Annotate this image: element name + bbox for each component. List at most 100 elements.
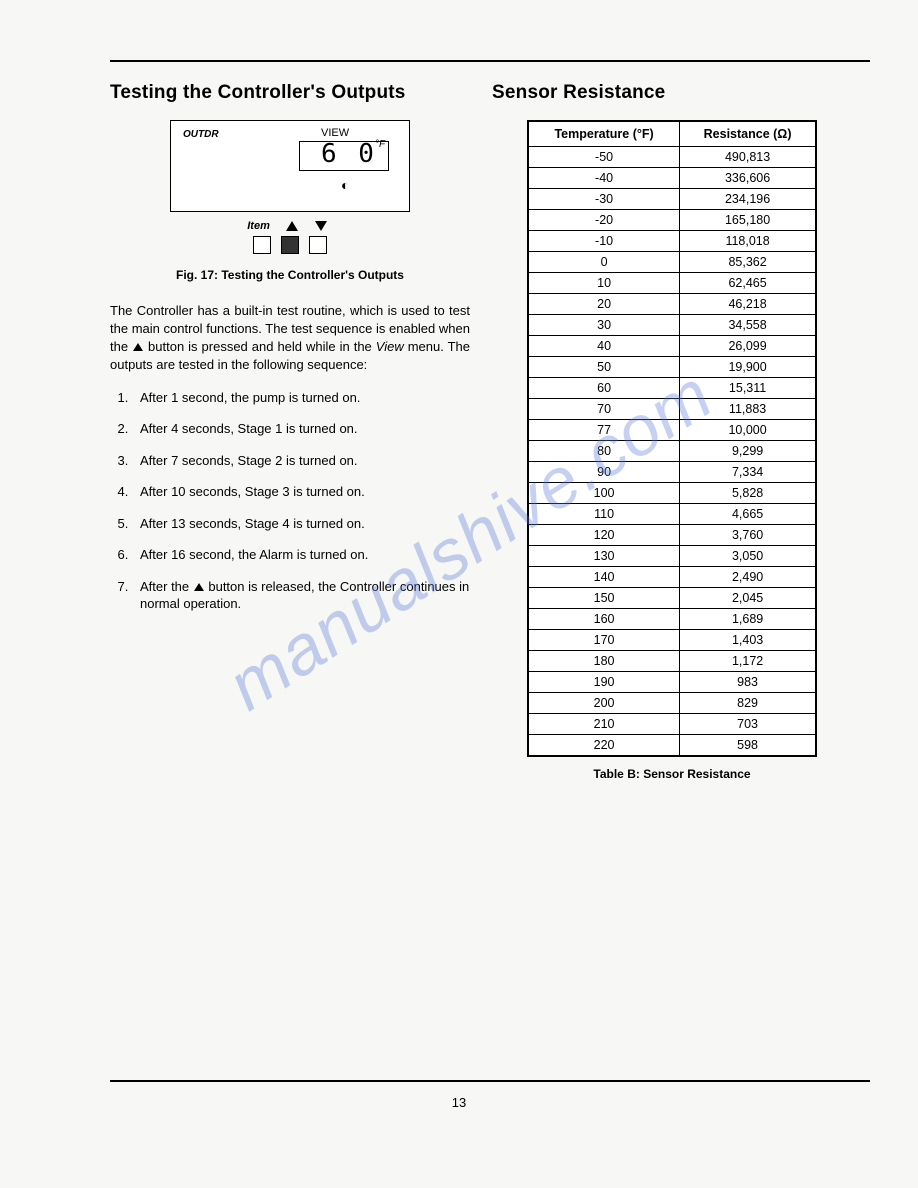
table-cell: 15,311 [680, 377, 816, 398]
item-button [253, 236, 271, 254]
table-cell: 703 [680, 713, 816, 734]
up-arrow-inline-icon [133, 343, 143, 351]
lcd-indicator-icon: ◐ [341, 177, 349, 193]
resistance-tbody: -50490,813-40336,606-30234,196-20165,180… [528, 146, 816, 756]
table-header-row: Temperature (°F) Resistance (Ω) [528, 121, 816, 147]
table-row: 1402,490 [528, 566, 816, 587]
table-row: 7710,000 [528, 419, 816, 440]
lcd-outdr-label: OUTDR [183, 129, 219, 140]
table-cell: -40 [528, 167, 680, 188]
table-cell: 2,045 [680, 587, 816, 608]
table-row: 1701,403 [528, 629, 816, 650]
lcd-view-label: VIEW [321, 127, 349, 139]
button-row: Item [170, 218, 410, 254]
table-cell: 62,465 [680, 272, 816, 293]
table-row: 6015,311 [528, 377, 816, 398]
right-column: Sensor Resistance Temperature (°F) Resis… [492, 80, 852, 781]
table-cell: 5,828 [680, 482, 816, 503]
table-cell: 50 [528, 356, 680, 377]
columns: Testing the Controller's Outputs OUTDR V… [110, 80, 870, 781]
table-cell: 77 [528, 419, 680, 440]
table-row: -10118,018 [528, 230, 816, 251]
table-cell: 19,900 [680, 356, 816, 377]
table-cell: 85,362 [680, 251, 816, 272]
left-column: Testing the Controller's Outputs OUTDR V… [110, 80, 470, 781]
lcd-unit: °F [375, 139, 385, 150]
table-row: 1801,172 [528, 650, 816, 671]
table-row: 7011,883 [528, 398, 816, 419]
table-cell: 983 [680, 671, 816, 692]
table-cell: 190 [528, 671, 680, 692]
table-row: 210703 [528, 713, 816, 734]
table-row: 4026,099 [528, 335, 816, 356]
resistance-table: Temperature (°F) Resistance (Ω) -50490,8… [527, 120, 817, 757]
up-arrow-inline-icon [194, 583, 204, 591]
table-cell: 40 [528, 335, 680, 356]
heading-resistance: Sensor Resistance [492, 80, 852, 106]
table-cell: 2,490 [680, 566, 816, 587]
table-cell: 11,883 [680, 398, 816, 419]
table-cell: 70 [528, 398, 680, 419]
table-row: 1005,828 [528, 482, 816, 503]
table-cell: 1,403 [680, 629, 816, 650]
table-cell: 150 [528, 587, 680, 608]
bottom-rule [110, 1080, 870, 1082]
fig-caption: Fig. 17: Testing the Controller's Output… [110, 268, 470, 282]
table-row: 1104,665 [528, 503, 816, 524]
table-row: 1601,689 [528, 608, 816, 629]
page-number: 13 [0, 1095, 918, 1110]
table-cell: 3,760 [680, 524, 816, 545]
lcd-panel: OUTDR VIEW 6 0 °F ◐ [170, 120, 410, 212]
table-row: 1502,045 [528, 587, 816, 608]
table-cell: 46,218 [680, 293, 816, 314]
table-cell: 110 [528, 503, 680, 524]
intro-paragraph: The Controller has a built-in test routi… [110, 302, 470, 375]
table-cell: 200 [528, 692, 680, 713]
top-rule [110, 60, 870, 62]
step-item: After 4 seconds, Stage 1 is turned on. [132, 420, 470, 438]
table-cell: 220 [528, 734, 680, 756]
step-item: After 16 second, the Alarm is turned on. [132, 546, 470, 564]
table-cell: 10,000 [680, 419, 816, 440]
table-cell: 9,299 [680, 440, 816, 461]
table-cell: 7,334 [680, 461, 816, 482]
table-cell: 60 [528, 377, 680, 398]
table-cell: 140 [528, 566, 680, 587]
step-item: After 7 seconds, Stage 2 is turned on. [132, 452, 470, 470]
table-row: 2046,218 [528, 293, 816, 314]
table-row: 5019,900 [528, 356, 816, 377]
table-cell: 0 [528, 251, 680, 272]
table-cell: 10 [528, 272, 680, 293]
table-cell: 829 [680, 692, 816, 713]
table-cell: -20 [528, 209, 680, 230]
table-cell: 1,172 [680, 650, 816, 671]
table-cell: 1,689 [680, 608, 816, 629]
table-cell: 4,665 [680, 503, 816, 524]
intro-text-2: button is pressed and held while in the [144, 339, 376, 354]
table-row: 1203,760 [528, 524, 816, 545]
table-row: -40336,606 [528, 167, 816, 188]
step-item: After the button is released, the Contro… [132, 578, 470, 613]
table-cell: 210 [528, 713, 680, 734]
table-row: -30234,196 [528, 188, 816, 209]
table-row: 085,362 [528, 251, 816, 272]
view-word: View [376, 339, 404, 354]
table-cell: 490,813 [680, 146, 816, 167]
down-arrow-icon [315, 221, 327, 231]
table-cell: 180 [528, 650, 680, 671]
table-cell: 120 [528, 524, 680, 545]
step-item: After 1 second, the pump is turned on. [132, 389, 470, 407]
table-cell: 336,606 [680, 167, 816, 188]
col-header-temp: Temperature (°F) [528, 121, 680, 147]
table-row: 3034,558 [528, 314, 816, 335]
lcd-value: 6 0 [321, 139, 377, 169]
table-cell: 598 [680, 734, 816, 756]
up-arrow-icon [286, 221, 298, 231]
page-content: Testing the Controller's Outputs OUTDR V… [110, 60, 870, 781]
table-row: -50490,813 [528, 146, 816, 167]
heading-testing: Testing the Controller's Outputs [110, 80, 470, 106]
table-cell: 118,018 [680, 230, 816, 251]
step-item: After 13 seconds, Stage 4 is turned on. [132, 515, 470, 533]
table-cell: 26,099 [680, 335, 816, 356]
item-label: Item [247, 218, 270, 232]
